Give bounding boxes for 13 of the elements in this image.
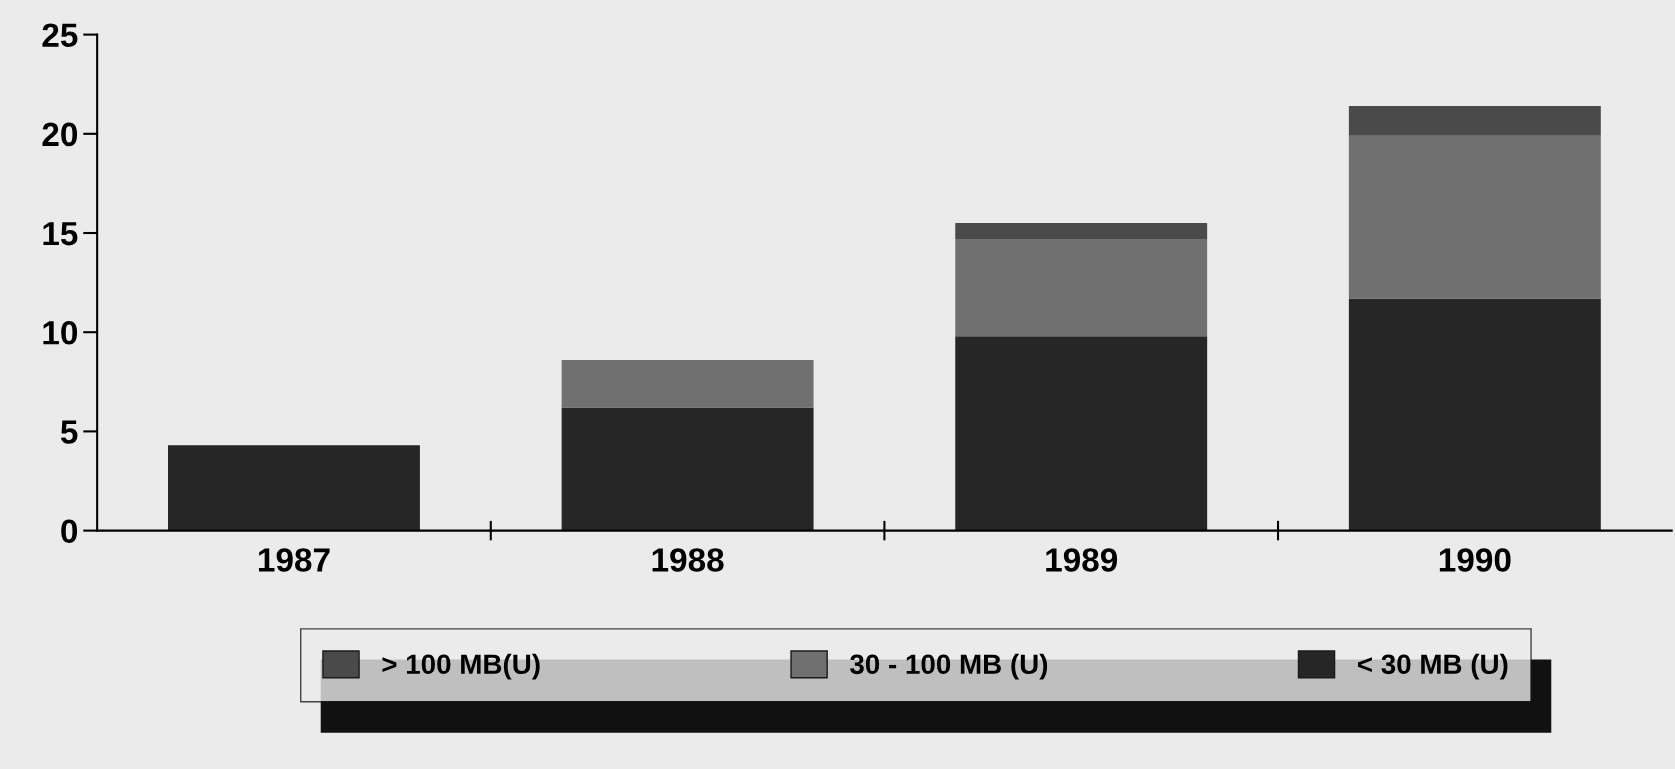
y-tick-label: 0 — [61, 519, 78, 544]
y-tick-label: 5 — [60, 420, 78, 444]
x-tick-label: 1987 — [258, 548, 330, 572]
y-tick-label: 25 — [42, 23, 78, 48]
y-tick-label: 20 — [42, 122, 78, 147]
x-tick-label: 1989 — [1046, 548, 1118, 572]
x-tick-label: 1988 — [652, 548, 724, 572]
y-tick-label: 15 — [43, 222, 78, 246]
x-tick-label: 1990 — [1439, 548, 1511, 572]
y-tick-label: 10 — [43, 321, 78, 345]
legend-label: > 100 MB(U) — [382, 653, 540, 680]
legend-label: 30 - 100 MB (U) — [850, 653, 1048, 680]
legend-label: < 30 MB (U) — [1357, 653, 1508, 680]
